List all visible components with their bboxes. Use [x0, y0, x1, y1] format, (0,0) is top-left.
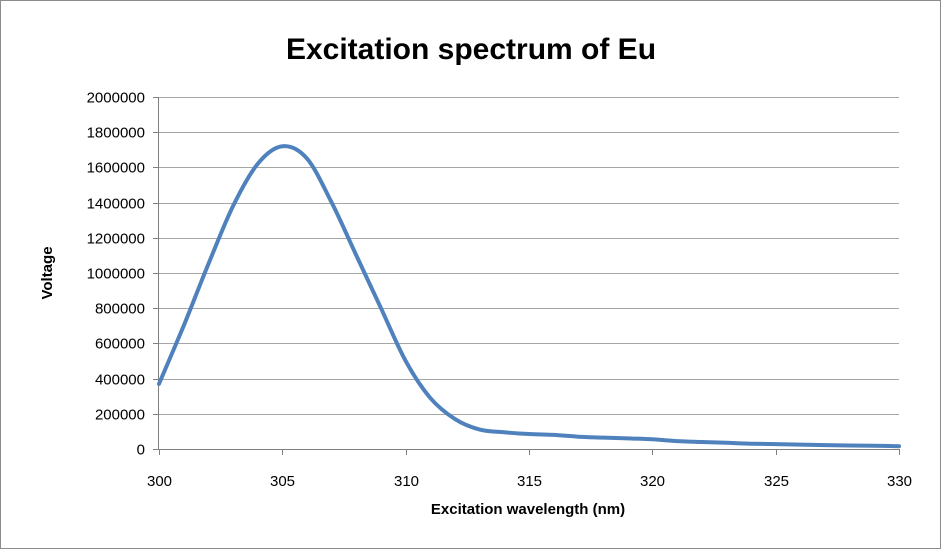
x-tick-label: 330	[887, 473, 912, 490]
x-tick-label: 325	[764, 473, 789, 490]
data-series	[157, 144, 901, 449]
y-tick-label: 800000	[95, 301, 145, 318]
y-tick-label: 1400000	[87, 196, 145, 213]
series-line	[157, 144, 901, 449]
y-tick-labels: 0 200000 400000 600000 800000 1000000 1200000 1…	[87, 90, 145, 459]
x-tick-label: 305	[270, 473, 295, 490]
x-tick-label: 315	[517, 473, 542, 490]
y-tick-label: 0	[137, 442, 145, 459]
y-tick-label: 400000	[95, 372, 145, 389]
x-tick-label: 310	[394, 473, 419, 490]
grid-lines	[159, 97, 899, 415]
x-tick-label: 320	[640, 473, 665, 490]
y-tick-label: 1200000	[87, 231, 145, 248]
y-axis-label: Voltage	[39, 246, 56, 299]
x-tick-label: 300	[147, 473, 172, 490]
y-tick-label: 2000000	[87, 90, 145, 107]
x-axis-label: Excitation wavelength (nm)	[431, 501, 625, 518]
y-tick-label: 200000	[95, 407, 145, 424]
axes	[153, 97, 900, 455]
y-tick-label: 1800000	[87, 125, 145, 142]
x-tick-labels: 300 305 310 315 320 325 330	[147, 473, 912, 490]
y-tick-label: 600000	[95, 336, 145, 353]
y-tick-label: 1600000	[87, 160, 145, 177]
chart-title: Excitation spectrum of Eu	[286, 33, 656, 66]
y-tick-label: 1000000	[87, 266, 145, 283]
